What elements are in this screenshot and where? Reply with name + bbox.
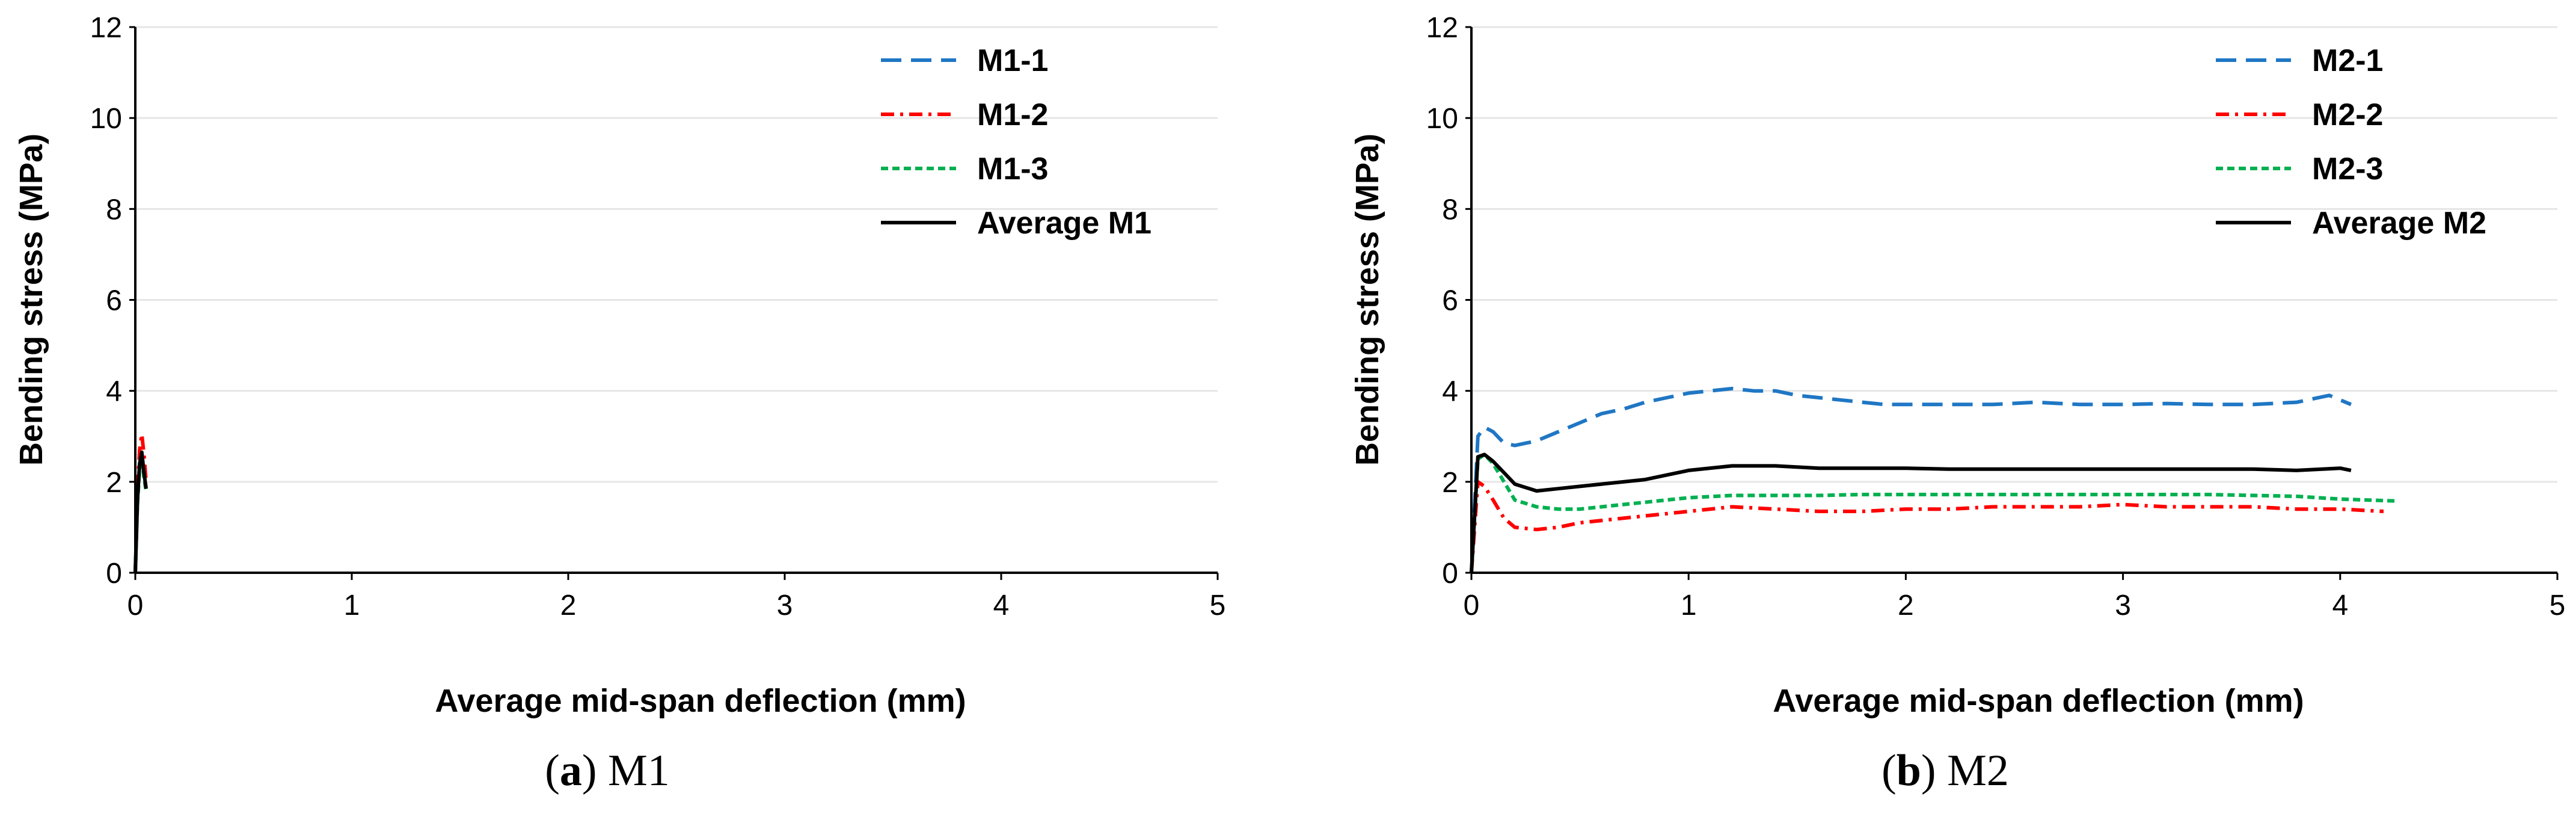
- legend-label-m1-3: M1-3: [977, 152, 1048, 187]
- x-axis-title: Average mid-span deflection (mm): [1773, 683, 2304, 719]
- y-tick-label: 2: [1442, 467, 1458, 499]
- panel-tag: a: [560, 746, 582, 795]
- panel-caption: (a) M1: [545, 746, 670, 795]
- y-tick-label: 6: [1442, 285, 1458, 317]
- y-tick-label: 0: [106, 558, 122, 590]
- gridlines: [1471, 26, 2557, 483]
- x-tick-label: 0: [127, 590, 144, 621]
- y-tick-label: 2: [106, 467, 122, 499]
- y-axis-title: Bending stress (MPa): [13, 134, 49, 466]
- legend: M1-1 M1-2 M1-3 Average M1: [881, 43, 1152, 241]
- y-tick-label: 4: [1442, 376, 1458, 408]
- legend-label-m2-2: M2-2: [2312, 97, 2383, 132]
- axes: [129, 26, 1219, 580]
- x-tick-label: 0: [1464, 590, 1480, 621]
- x-tick-label: 2: [560, 590, 577, 621]
- y-tick-label: 8: [1442, 194, 1458, 226]
- series-line-average-m1: [133, 450, 148, 573]
- x-tick-label: 1: [1681, 590, 1697, 621]
- legend-label-m2-3: M2-3: [2312, 152, 2383, 187]
- series-line-m2-2: [1470, 479, 2384, 573]
- gridlines: [135, 26, 1218, 483]
- series-group: [1470, 386, 2395, 573]
- x-tick-label: 4: [2332, 590, 2348, 621]
- legend: M2-1 M2-2 M2-3 Average M2: [2216, 43, 2486, 241]
- series-group: [133, 432, 148, 573]
- legend-label-average-m2: Average M2: [2312, 206, 2486, 241]
- y-tick-label: 8: [106, 194, 122, 226]
- legend-label-m2-1: M2-1: [2312, 43, 2383, 78]
- y-tick-label: 0: [1442, 558, 1458, 590]
- axes: [1465, 26, 2559, 580]
- y-tick-label: 12: [90, 12, 122, 44]
- x-axis-title: Average mid-span deflection (mm): [435, 683, 966, 719]
- series-line-m2-1: [1470, 386, 2352, 573]
- y-tick-label: 12: [1426, 12, 1458, 44]
- x-tick-label: 2: [1898, 590, 1914, 621]
- x-tick-label: 3: [777, 590, 793, 621]
- panel-caption: (b) M2: [1881, 746, 2009, 795]
- legend-label-average-m1: Average M1: [977, 206, 1152, 241]
- panel-tag: b: [1897, 746, 1921, 795]
- y-axis-title: Bending stress (MPa): [1349, 134, 1385, 466]
- panel-caption-text: M1: [608, 746, 670, 795]
- x-tick-label: 3: [2115, 590, 2131, 621]
- x-tick-label: 5: [1210, 590, 1226, 621]
- y-tick-label: 6: [106, 285, 122, 317]
- x-tick-label: 1: [344, 590, 360, 621]
- y-tick-label: 10: [90, 103, 122, 135]
- legend-label-m1-1: M1-1: [977, 43, 1048, 78]
- panel-caption-text: M2: [1947, 746, 2009, 795]
- x-tick-label: 4: [993, 590, 1010, 621]
- series-line-average-m2: [1470, 452, 2352, 573]
- x-tick-label: 5: [2550, 590, 2566, 621]
- y-tick-label: 10: [1426, 103, 1458, 135]
- legend-label-m1-2: M1-2: [977, 97, 1048, 132]
- y-tick-label: 4: [106, 376, 122, 408]
- series-line-m2-3: [1470, 452, 2395, 573]
